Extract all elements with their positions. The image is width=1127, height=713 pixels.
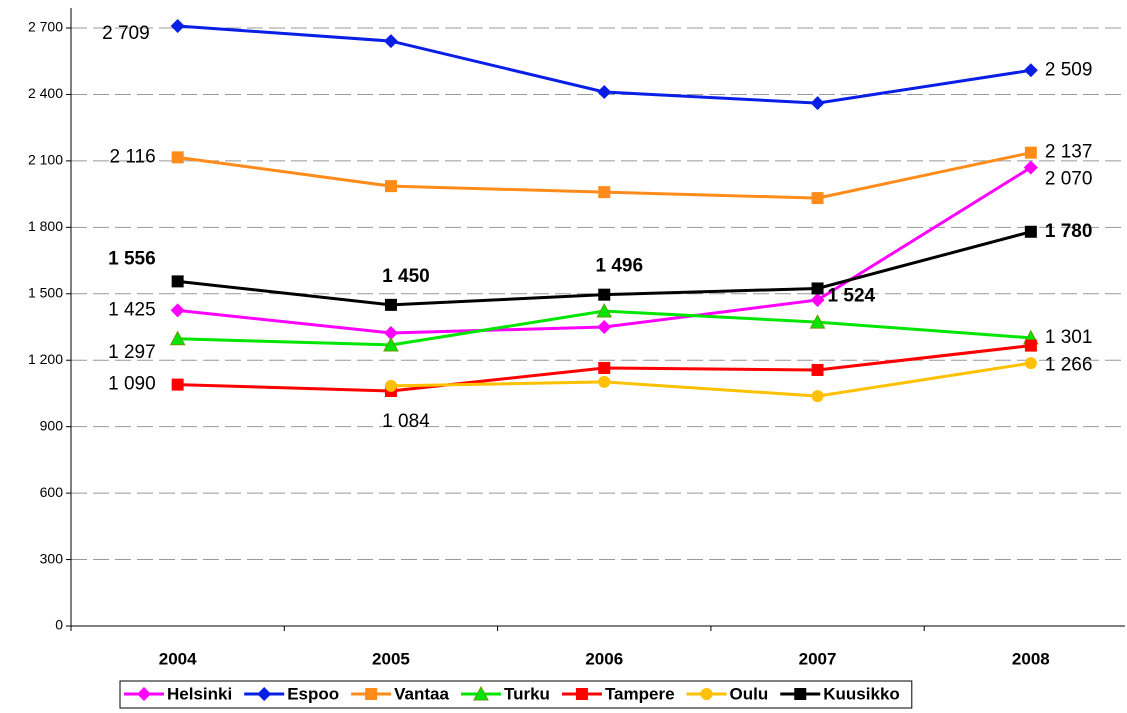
x-tick-label: 2005 [372, 649, 410, 668]
data-point [1023, 160, 1038, 175]
x-tick-label: 2006 [585, 649, 623, 668]
x-tick-label: 2004 [159, 649, 197, 668]
data-label: 1 090 [108, 374, 156, 395]
data-label: 1 780 [1045, 221, 1093, 242]
data-point [171, 151, 184, 164]
y-tick-label: 2 100 [28, 152, 63, 168]
y-tick-label: 1 500 [28, 284, 63, 300]
data-point [597, 85, 612, 100]
legend-marker [257, 687, 272, 701]
data-point [811, 282, 824, 295]
data-point [597, 320, 612, 334]
legend-label: Turku [504, 684, 550, 703]
data-point [384, 298, 397, 311]
data-label: 1 450 [382, 266, 430, 287]
legend-marker [137, 687, 151, 701]
data-point [171, 275, 184, 288]
data-label: 1 084 [382, 411, 430, 432]
data-label: 2 070 [1045, 169, 1093, 190]
data-point [383, 34, 398, 49]
data-point [596, 302, 613, 318]
data-point [170, 19, 185, 34]
legend-marker [700, 688, 713, 700]
data-label: 2 709 [102, 23, 150, 44]
data-point [170, 303, 185, 318]
data-point [1024, 146, 1037, 159]
data-label: 1 496 [595, 256, 643, 277]
data-point [1024, 225, 1037, 238]
legend-marker [365, 688, 378, 700]
data-point [810, 96, 825, 111]
legend-label: Espoo [287, 684, 339, 703]
series-line [390, 361, 1032, 398]
data-point [383, 336, 399, 352]
data-label: 2 509 [1045, 59, 1093, 80]
x-tick-label: 2008 [1012, 649, 1050, 668]
data-point [598, 361, 611, 374]
y-tick-label: 2 700 [28, 19, 63, 35]
data-point [383, 325, 398, 340]
legend: Helsinki Espoo Vantaa Turku Tampere Oulu Kuusi… [119, 680, 913, 709]
y-tick-label: 2 400 [28, 85, 63, 101]
data-label: 1 524 [828, 285, 876, 306]
data-point [811, 192, 824, 205]
data-point [811, 390, 824, 403]
legend-label: Helsinki [167, 684, 232, 703]
data-point [171, 378, 184, 391]
data-point [169, 330, 186, 346]
data-point [598, 288, 611, 301]
legend-label: Kuusikko [823, 684, 900, 703]
data-label: 1 556 [108, 248, 156, 269]
data-label: 2 137 [1045, 142, 1093, 163]
data-point [809, 314, 826, 329]
legend-label: Oulu [730, 684, 769, 703]
data-point [1024, 357, 1037, 370]
y-tick-label: 300 [40, 550, 64, 566]
data-point [1023, 63, 1038, 78]
data-point [811, 363, 824, 376]
data-label: 1 425 [108, 299, 156, 320]
data-point [598, 186, 611, 199]
data-point [810, 292, 825, 307]
legend-label: Tampere [605, 684, 675, 703]
x-tick-label: 2007 [799, 649, 837, 668]
legend-marker [473, 685, 489, 701]
data-point [598, 375, 611, 388]
data-label: 1 297 [108, 342, 156, 363]
y-tick-label: 0 [55, 617, 63, 633]
legend-marker [794, 688, 807, 700]
data-point [384, 180, 397, 193]
y-tick-label: 900 [40, 417, 64, 433]
data-label: 1 266 [1045, 355, 1093, 376]
data-point [1024, 339, 1037, 352]
legend-marker [575, 688, 588, 700]
y-tick-label: 1 200 [28, 351, 63, 367]
data-label: 2 116 [110, 146, 156, 167]
y-tick-label: 1 800 [28, 218, 63, 234]
y-tick-label: 600 [40, 484, 64, 500]
data-label: 1 301 [1045, 327, 1093, 348]
data-point [384, 379, 397, 392]
legend-label: Vantaa [394, 684, 449, 703]
